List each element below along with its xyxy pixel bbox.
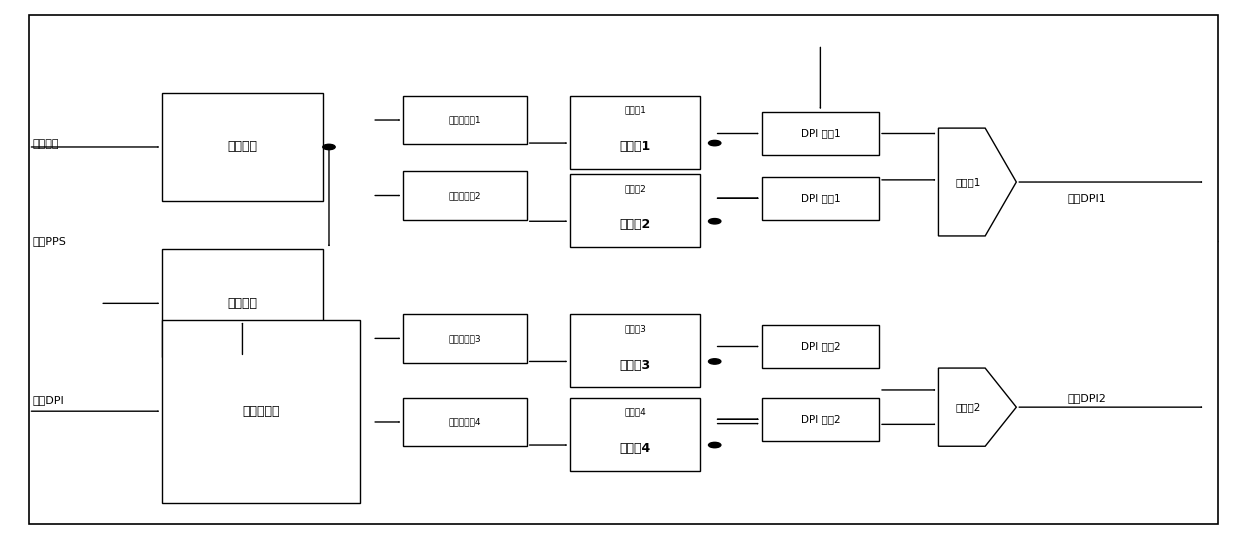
Text: 输出DPI2: 输出DPI2: [1067, 393, 1106, 403]
Circle shape: [709, 359, 721, 364]
Polygon shape: [938, 368, 1016, 446]
Text: 输出DPI1: 输出DPI1: [1067, 193, 1105, 203]
Bar: [762, 325, 880, 368]
Text: 输入DPI: 输入DPI: [32, 396, 64, 405]
Circle shape: [709, 140, 721, 146]
Text: 时序模块: 时序模块: [228, 297, 258, 310]
Text: DPI 封装2: DPI 封装2: [800, 341, 840, 352]
Text: 选择器1: 选择器1: [955, 177, 981, 187]
Bar: [403, 314, 527, 363]
Text: DPI 合并1: DPI 合并1: [800, 193, 840, 203]
Text: 解码核4: 解码核4: [620, 442, 650, 455]
Text: 行缓冲3: 行缓冲3: [624, 324, 646, 333]
Bar: [762, 398, 880, 441]
Bar: [762, 112, 880, 155]
Circle shape: [709, 442, 721, 448]
Bar: [570, 96, 700, 169]
Circle shape: [709, 218, 721, 224]
Bar: [403, 398, 527, 446]
Bar: [762, 177, 880, 220]
Text: DPI 合并2: DPI 合并2: [800, 414, 840, 424]
Text: 行缓冲4: 行缓冲4: [624, 408, 646, 417]
Text: 码流缓冲器2: 码流缓冲器2: [449, 191, 481, 200]
Text: 码流缓冲器1: 码流缓冲器1: [449, 115, 481, 125]
Text: 多路分配器: 多路分配器: [243, 405, 280, 418]
Text: 控制模块: 控制模块: [228, 140, 258, 153]
Text: 选择器2: 选择器2: [955, 402, 981, 412]
Circle shape: [323, 144, 336, 150]
Text: 解码核2: 解码核2: [620, 218, 650, 231]
Bar: [570, 398, 700, 470]
Text: 行缓冲2: 行缓冲2: [624, 184, 646, 193]
Text: 解码核3: 解码核3: [620, 359, 650, 372]
Bar: [403, 171, 527, 220]
Polygon shape: [938, 128, 1016, 236]
Bar: [162, 93, 323, 201]
Text: 行缓冲1: 行缓冲1: [624, 106, 646, 115]
Bar: [162, 249, 323, 357]
Bar: [403, 96, 527, 144]
Text: 码流缓冲器3: 码流缓冲器3: [449, 334, 481, 343]
Text: 解码核1: 解码核1: [620, 140, 650, 153]
Text: 输入控制: 输入控制: [32, 139, 58, 149]
Bar: [162, 320, 359, 503]
Text: 码流缓冲器4: 码流缓冲器4: [449, 417, 481, 427]
Text: DPI 封装1: DPI 封装1: [800, 128, 840, 139]
Bar: [570, 314, 700, 387]
Bar: [570, 174, 700, 247]
Text: 输入PPS: 输入PPS: [32, 236, 66, 247]
